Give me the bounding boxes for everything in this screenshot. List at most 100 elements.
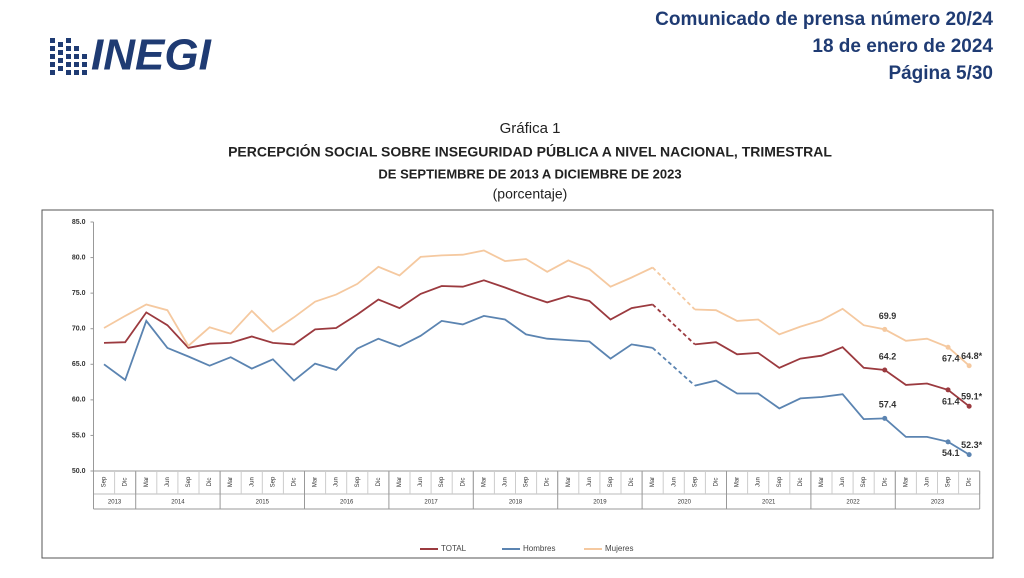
x-tick-label: Jun (840, 477, 846, 487)
x-tick-label: Dic (967, 478, 973, 487)
x-tick-label: Jun (587, 477, 593, 487)
x-tick-label: Dic (629, 478, 635, 487)
year-label: 2016 (340, 500, 354, 506)
chart-label: Gráfica 1 (500, 120, 561, 137)
data-point (945, 344, 951, 350)
header-line: 18 de enero de 2024 (812, 36, 993, 57)
y-tick-label: 60.0 (72, 397, 86, 404)
y-tick-label: 70.0 (72, 326, 86, 333)
chart-title: PERCEPCIÓN SOCIAL SOBRE INSEGURIDAD PÚBL… (228, 143, 832, 160)
legend-label: TOTAL (441, 544, 467, 553)
data-label: 54.1 (942, 448, 960, 458)
year-label: 2015 (256, 500, 270, 506)
plot: 50.0 55.0 60.0 65.0 70.0 75.0 80.0 85.0 Sep Dic 20… (72, 219, 983, 553)
x-tick-label: Sep (186, 476, 192, 487)
logo-icon (50, 38, 87, 75)
chart-unit: (porcentaje) (493, 186, 568, 202)
data-label: 59.1* (961, 392, 983, 402)
data-point (882, 367, 888, 373)
x-tick-label: Mar (903, 477, 909, 487)
x-tick-label: Dic (545, 478, 551, 487)
x-tick-label: Jun (249, 477, 255, 487)
x-tick-label: Sep (608, 476, 614, 487)
header-line: Página 5/30 (888, 63, 993, 84)
year-label: 2018 (509, 500, 523, 506)
x-tick-label: Mar (228, 477, 234, 487)
x-tick-label: Sep (439, 476, 445, 487)
series-line (103, 279, 970, 408)
series-line (103, 249, 970, 367)
x-tick-label: Mar (735, 477, 741, 487)
y-tick-label: 75.0 (72, 290, 86, 297)
x-tick-label: Mar (566, 477, 572, 487)
data-label: 52.3* (961, 440, 983, 450)
x-tick-label: Jun (165, 477, 171, 487)
year-label: 2013 (108, 500, 122, 506)
x-tick-label: Dic (882, 478, 888, 487)
x-tick-label: Jun (756, 477, 762, 487)
data-point (882, 415, 888, 421)
x-tick-label: Dic (292, 478, 298, 487)
x-tick-label: Sep (861, 476, 867, 487)
data-label: 57.4 (879, 400, 897, 410)
data-point (966, 363, 972, 369)
x-tick-label: Sep (946, 476, 952, 487)
x-tick-label: Mar (819, 477, 825, 487)
x-tick-label: Mar (144, 477, 150, 487)
logo-text: INEGI (91, 31, 212, 80)
data-label: 61.4 (942, 396, 960, 406)
x-tick-label: Dic (376, 478, 382, 487)
x-tick-label: Jun (925, 477, 931, 487)
data-label: 67.4 (942, 354, 960, 364)
legend-label: Hombres (523, 544, 555, 553)
x-tick-label: Sep (777, 476, 783, 487)
data-point (966, 403, 972, 409)
year-label: 2017 (424, 500, 438, 506)
x-tick-label: Jun (503, 477, 509, 487)
y-tick-label: 50.0 (72, 468, 86, 475)
x-tick-label: Mar (481, 477, 487, 487)
x-tick-label: Dic (123, 478, 129, 487)
data-label: 64.8* (961, 351, 983, 361)
x-tick-label: Jun (334, 477, 340, 487)
x-tick-label: Dic (798, 478, 804, 487)
data-point (945, 387, 951, 393)
x-tick-label: Dic (207, 478, 213, 487)
gap-connector (652, 347, 696, 387)
y-tick-label: 85.0 (72, 219, 86, 226)
chart-frame (41, 209, 994, 559)
year-label: 2014 (171, 500, 185, 506)
y-tick-label: 80.0 (72, 254, 86, 261)
x-tick-label: Jun (671, 477, 677, 487)
data-point (966, 452, 972, 458)
chart-subtitle: DE SEPTIEMBRE DE 2013 A DICIEMBRE DE 202… (378, 166, 681, 181)
gap-connector (652, 266, 696, 311)
year-label: 2022 (846, 500, 860, 506)
legend-label: Mujeres (605, 544, 633, 553)
x-tick-label: Sep (692, 476, 698, 487)
year-label: 2021 (762, 500, 776, 506)
data-label: 69.9 (879, 311, 897, 321)
y-tick-label: 65.0 (72, 361, 86, 368)
data-label: 64.2 (879, 351, 897, 361)
x-tick-label: Sep (355, 476, 361, 487)
x-tick-label: Sep (524, 476, 530, 487)
gap-connector (652, 303, 696, 346)
year-label: 2020 (678, 500, 692, 506)
x-tick-label: Dic (714, 478, 720, 487)
series-line (103, 314, 970, 456)
y-tick-label: 55.0 (72, 432, 86, 439)
header-line: Comunicado de prensa número 20/24 (655, 9, 993, 30)
year-label: 2023 (931, 500, 945, 506)
year-label: 2019 (593, 500, 607, 506)
x-tick-label: Mar (397, 477, 403, 487)
x-tick-label: Mar (650, 477, 656, 487)
x-tick-label: Mar (313, 477, 319, 487)
x-tick-label: Dic (460, 478, 466, 487)
x-tick-label: Sep (102, 476, 108, 487)
data-point (945, 439, 951, 445)
x-tick-label: Sep (270, 476, 276, 487)
data-point (882, 326, 888, 332)
x-tick-label: Jun (418, 477, 424, 487)
